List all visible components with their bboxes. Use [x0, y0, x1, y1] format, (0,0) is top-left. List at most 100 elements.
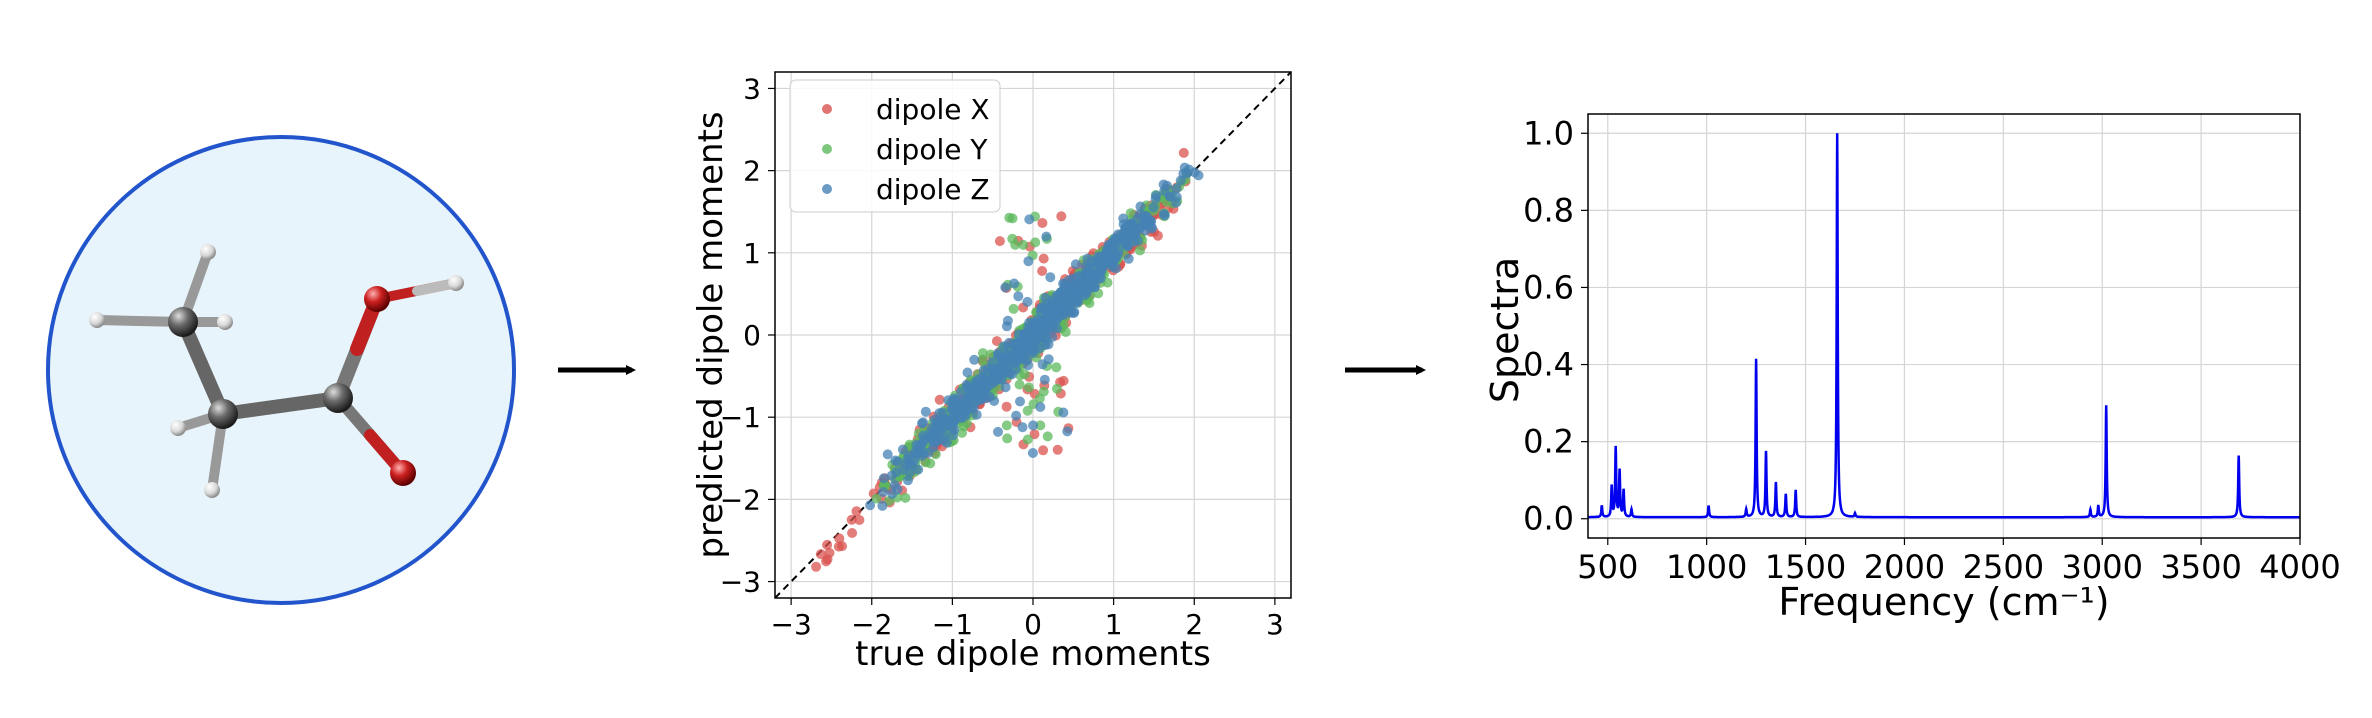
scatter-point	[1107, 237, 1118, 248]
scatter-ytick-label: 2	[743, 155, 761, 188]
scatter-point	[1039, 374, 1050, 385]
scatter-point	[1029, 429, 1040, 440]
carbon-atom	[323, 383, 353, 413]
molecule-circle	[46, 135, 516, 605]
scatter-point	[1089, 282, 1100, 293]
scatter-point	[1045, 272, 1056, 283]
scatter-point	[956, 386, 966, 397]
scatter-point	[948, 411, 959, 422]
scatter-point	[1058, 292, 1069, 303]
scatter-point	[1052, 444, 1063, 455]
scatter-point	[824, 547, 835, 558]
scatter-point	[1009, 278, 1020, 289]
scatter-point	[846, 514, 857, 525]
scatter-ytick-label: −1	[720, 401, 761, 434]
spectrum-ytick-label: 0.4	[1523, 346, 1574, 384]
scatter-point	[882, 449, 893, 460]
scatter-point	[1058, 407, 1069, 418]
propionic-acid-molecule	[89, 244, 464, 498]
scatter-point	[1065, 301, 1076, 312]
scatter-point	[1030, 237, 1041, 248]
scatter-point	[1038, 445, 1049, 456]
spectrum-ytick-label: 0.6	[1523, 268, 1574, 306]
scatter-point	[1048, 300, 1059, 311]
scatter-point	[1037, 218, 1048, 228]
scatter-point	[1118, 219, 1129, 230]
scatter-point	[1035, 402, 1046, 412]
scatter-point	[1146, 221, 1157, 232]
bond-c1-c2	[176, 315, 230, 421]
scatter-point	[822, 539, 833, 550]
scatter-point	[1148, 202, 1159, 213]
scatter-point	[980, 383, 991, 394]
scatter-ytick-label: 3	[743, 72, 761, 105]
hydrogen-atom	[200, 244, 216, 260]
scatter-point	[1011, 410, 1022, 421]
scatter-point	[938, 435, 949, 446]
scatter-point	[1184, 164, 1194, 175]
scatter-xtick-label: 0	[1024, 608, 1042, 641]
scatter-legend: dipole X dipole Y dipole Z	[789, 79, 1001, 213]
scatter-point	[1132, 213, 1143, 224]
scatter-point	[993, 426, 1003, 437]
scatter-point	[1051, 362, 1062, 373]
oxygen-atom	[390, 460, 416, 486]
spectrum-frame	[1587, 113, 2301, 539]
scatter-point	[1001, 401, 1012, 412]
scatter-point	[1014, 379, 1025, 390]
scatter-point	[1001, 321, 1012, 332]
scatter-point	[1125, 227, 1136, 238]
scatter-xtick-label: 2	[1185, 608, 1203, 641]
scatter-point	[851, 506, 862, 517]
scatter-point	[833, 541, 844, 552]
scatter-point	[1034, 393, 1045, 404]
spectrum-ticks: 500 1000 1500 2000 2500 3000 3500 4000 0.0 0.2 0.4…	[1523, 114, 2341, 586]
scatter-point	[1159, 186, 1170, 196]
scatter-xtick-label: 1	[1105, 608, 1123, 641]
scatter-point	[1041, 231, 1052, 242]
scatter-point	[911, 447, 922, 457]
scatter-point	[892, 484, 903, 495]
scatter-point	[1171, 183, 1182, 194]
scatter-point	[977, 354, 988, 365]
scatter-point	[931, 435, 942, 446]
scatter-point	[1123, 241, 1133, 252]
scatter-point	[1125, 208, 1136, 219]
scatter-point	[1001, 420, 1012, 431]
legend-marker-x	[822, 104, 832, 114]
scatter-point	[931, 417, 942, 428]
scatter-xtick-label: 3	[1266, 608, 1284, 641]
scatter-point	[815, 549, 826, 560]
scatter-points	[811, 147, 1204, 572]
scatter-point	[962, 393, 973, 404]
scatter-point	[1175, 175, 1186, 186]
scatter-point	[1007, 233, 1018, 244]
scatter-point	[877, 500, 888, 511]
scatter-point	[1046, 310, 1057, 321]
legend-marker-z	[822, 184, 832, 194]
spectrum-xtick-label: 2500	[1963, 548, 2044, 586]
scatter-point	[920, 406, 931, 417]
scatter-point	[1032, 333, 1043, 344]
scatter-point	[957, 427, 967, 438]
hydrogen-atom	[448, 275, 464, 291]
scatter-point	[1013, 291, 1024, 302]
scatter-point	[1000, 282, 1011, 293]
scatter-point	[1042, 431, 1053, 442]
bond-c2-c3	[216, 391, 345, 421]
carbon-atom	[208, 399, 238, 429]
scatter-point	[865, 500, 876, 511]
scatter-ytick-label: 1	[743, 237, 761, 270]
spectrum-ytick-label: 1.0	[1523, 114, 1574, 152]
scatter-point	[1027, 448, 1038, 458]
scatter-point	[990, 373, 1001, 384]
scatter-point	[1001, 356, 1012, 367]
spectrum-xtick-label: 500	[1577, 548, 1638, 586]
spectrum-xtick-label: 1500	[1765, 548, 1846, 586]
scatter-point	[1008, 303, 1019, 314]
spectrum-line	[1588, 133, 2300, 519]
scatter-point	[1037, 266, 1048, 276]
scatter-point	[886, 470, 897, 481]
scatter-point	[821, 556, 832, 567]
scatter-point	[913, 464, 924, 475]
